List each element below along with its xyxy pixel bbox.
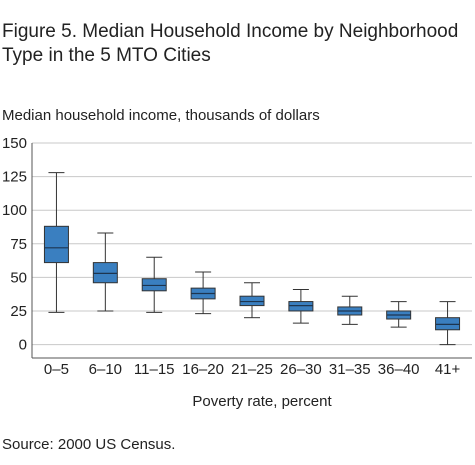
- x-tick-label: 26–30: [280, 361, 322, 378]
- y-tick-label: 75: [10, 236, 27, 253]
- chart-title: Figure 5. Median Household Income by Nei…: [2, 21, 459, 66]
- box-7: [386, 301, 412, 328]
- box-iqr: [288, 301, 314, 312]
- x-tick-label: 6–10: [89, 361, 122, 378]
- boxes: [43, 172, 461, 346]
- y-tick-labels: 0 25 50 75 100 125 150: [2, 135, 27, 354]
- box-iqr: [239, 295, 265, 307]
- box-2: [141, 256, 167, 313]
- y-tick-label: 0: [19, 337, 27, 354]
- x-tick-label: 31–35: [329, 361, 371, 378]
- box-iqr: [141, 278, 167, 292]
- box-8: [435, 301, 461, 346]
- x-tick-label: 11–15: [134, 361, 175, 378]
- y-tick-label: 100: [2, 202, 27, 219]
- x-axis-label: Poverty rate, percent: [192, 393, 332, 410]
- x-tick-label: 21–25: [231, 361, 273, 378]
- gridlines: [31, 142, 472, 359]
- y-tick-label: 125: [2, 169, 27, 186]
- box-iqr: [92, 262, 118, 284]
- x-tick-label: 0–5: [44, 361, 69, 378]
- x-tick-label: 36–40: [378, 361, 420, 378]
- source-note: Source: 2000 US Census.: [2, 436, 176, 453]
- box-4: [239, 282, 265, 319]
- x-tick-label: 16–20: [182, 361, 224, 378]
- y-tick-label: 150: [2, 135, 27, 152]
- box-1: [92, 232, 118, 312]
- box-iqr: [435, 317, 461, 331]
- box-3: [190, 271, 216, 315]
- x-tick-labels: 0–5 6–10 11–15 16–20 21–25 26–30 31–35 36–40 41+: [44, 361, 461, 378]
- box-5: [288, 288, 314, 324]
- box-0: [43, 172, 69, 313]
- box-iqr: [43, 225, 69, 264]
- y-axis-label: Median household income, thousands of do…: [2, 107, 320, 124]
- box-6: [337, 295, 363, 325]
- y-tick-label: 25: [10, 303, 27, 320]
- x-tick-label: 41+: [435, 361, 461, 378]
- y-tick-label: 50: [10, 269, 27, 286]
